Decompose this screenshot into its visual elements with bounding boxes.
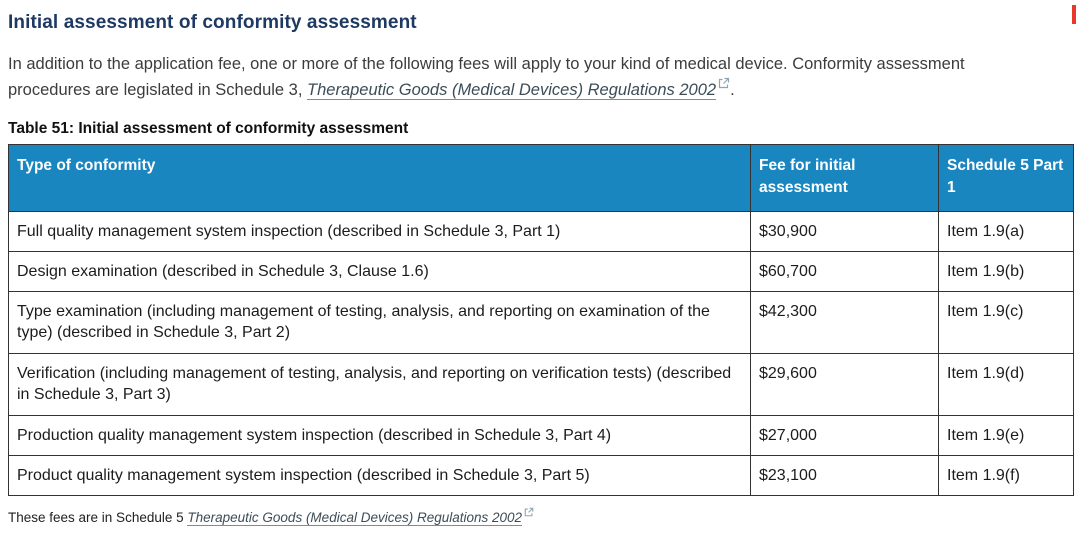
cell-item: Item 1.9(e) <box>938 415 1074 456</box>
cell-type: Verification (including management of te… <box>8 353 751 416</box>
intro-text-before: In addition to the application fee, one … <box>8 55 965 99</box>
table-caption: Table 51: Initial assessment of conformi… <box>8 120 409 137</box>
column-header-fee: Fee for initial assessment <box>750 144 939 212</box>
fee-table-head: Type of conformity Fee for initial asses… <box>8 144 1074 212</box>
footnote-regulations-link[interactable]: Therapeutic Goods (Medical Devices) Regu… <box>187 510 523 526</box>
fee-table: Type of conformity Fee for initial asses… <box>8 144 1074 496</box>
external-link-icon <box>718 77 730 89</box>
cell-item: Item 1.9(b) <box>938 251 1074 292</box>
cell-item: Item 1.9(f) <box>938 455 1074 496</box>
table-row: Full quality management system inspectio… <box>8 211 1074 252</box>
cell-type: Type examination (including management o… <box>8 291 751 354</box>
cell-fee: $27,000 <box>750 415 939 456</box>
cell-fee: $60,700 <box>750 251 939 292</box>
header-row: Type of conformity Fee for initial asses… <box>8 144 1074 212</box>
table-row: Design examination (described in Schedul… <box>8 251 1074 292</box>
cell-fee: $30,900 <box>750 211 939 252</box>
fee-table-body: Full quality management system inspectio… <box>8 211 1074 496</box>
cell-fee: $23,100 <box>750 455 939 496</box>
column-header-schedule: Schedule 5 Part 1 <box>938 144 1074 212</box>
table-row: Product quality management system inspec… <box>8 455 1074 496</box>
cell-item: Item 1.9(c) <box>938 291 1074 354</box>
footnote: These fees are in Schedule 5 Therapeutic… <box>8 507 1072 526</box>
cell-type: Design examination (described in Schedul… <box>8 251 751 292</box>
table-row: Verification (including management of te… <box>8 353 1074 416</box>
intro-text-after: . <box>730 81 735 99</box>
page-title: Initial assessment of conformity assessm… <box>8 12 417 33</box>
cell-type: Product quality management system inspec… <box>8 455 751 496</box>
column-header-type: Type of conformity <box>8 144 751 212</box>
cell-fee: $29,600 <box>750 353 939 416</box>
cell-type: Full quality management system inspectio… <box>8 211 751 252</box>
cell-item: Item 1.9(a) <box>938 211 1074 252</box>
footnote-text: These fees are in Schedule 5 <box>8 510 188 525</box>
cell-fee: $42,300 <box>750 291 939 354</box>
external-link-icon <box>524 507 534 517</box>
intro-paragraph: In addition to the application fee, one … <box>8 52 1026 103</box>
regulations-link[interactable]: Therapeutic Goods (Medical Devices) Regu… <box>307 81 717 100</box>
table-row: Production quality management system ins… <box>8 415 1074 456</box>
cell-type: Production quality management system ins… <box>8 415 751 456</box>
red-caret-marker <box>1072 5 1076 24</box>
cell-item: Item 1.9(d) <box>938 353 1074 416</box>
table-row: Type examination (including management o… <box>8 291 1074 354</box>
